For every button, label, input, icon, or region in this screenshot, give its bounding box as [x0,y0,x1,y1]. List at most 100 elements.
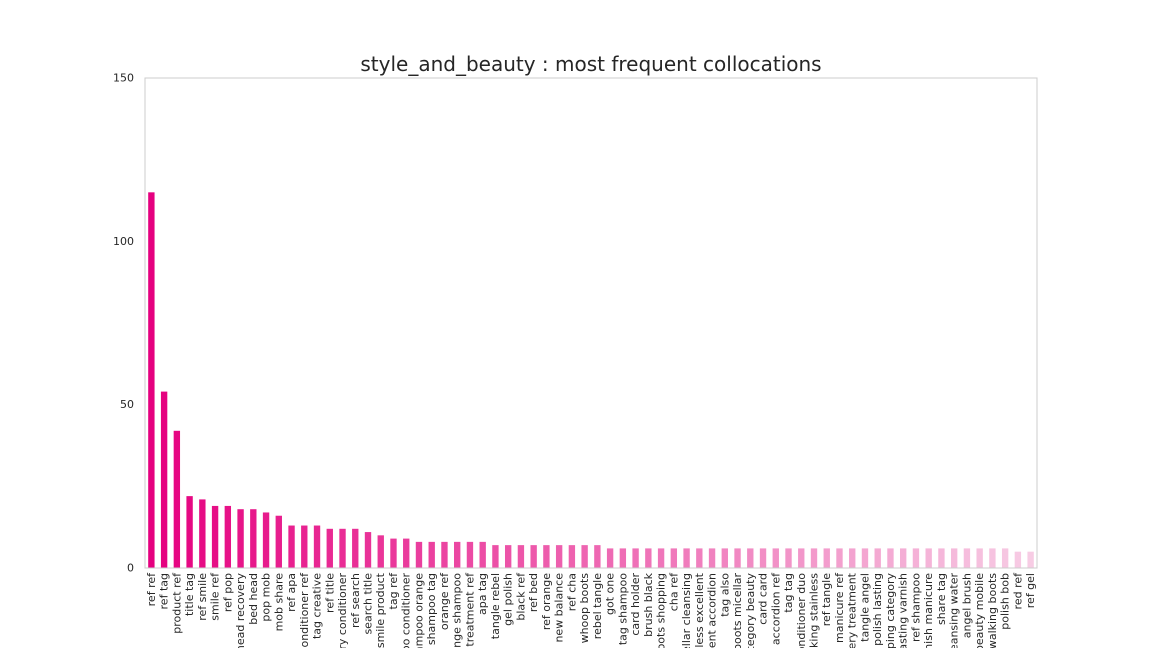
x-tick-label: beauty mobile [973,573,986,648]
x-tick-label: treatment ref [463,572,476,647]
bar [823,548,830,568]
bar [504,545,512,568]
x-tick-label: head recovery [234,573,247,648]
x-tick-label: tag ref [387,572,400,610]
x-tick-label: ref tangle [820,573,833,626]
bar [1014,551,1022,568]
x-tick-label: lasting varnish [897,573,910,648]
bar [211,505,219,568]
bar [810,548,818,568]
x-tick-label: llent accordion [706,573,719,648]
x-tick-label: whoop boots [578,573,591,644]
bar [262,512,270,568]
x-tick-label: leansing water [948,573,961,648]
bar [199,499,206,568]
bar [619,548,627,568]
bar [377,535,384,568]
x-tick-label: card card [757,573,770,625]
bar [938,548,945,568]
x-tick-label: ref apa [285,573,298,612]
bar [887,548,894,568]
x-tick-label: tag shampoo [616,573,629,645]
bar [798,548,805,568]
x-tick-label: tag creative [311,573,324,639]
bar [543,545,550,568]
bar [874,548,881,568]
x-tick-label: shampoo tag [425,573,438,645]
bar [441,541,448,568]
y-tick-label: 0 [127,562,134,575]
y-tick-label: 50 [120,398,134,411]
bar [326,528,333,568]
bar [160,391,168,568]
chart-title: style_and_beauty : most frequent colloca… [360,52,822,76]
x-tick-label: pping category [884,573,897,648]
bar [606,548,614,568]
bar [403,538,410,568]
x-tick-label: accordion ref [769,572,782,645]
bar [747,548,754,568]
bar [1027,551,1034,568]
x-tick-label: mish manicure [922,573,935,648]
bar [364,532,372,568]
x-tick-label: tag also [718,573,731,617]
bar [976,548,983,568]
bar [390,538,397,568]
x-tick-label: ref title [323,573,336,613]
bar [288,525,295,568]
bar [148,192,155,568]
x-tick-label: search title [362,573,375,635]
bar [339,528,346,568]
bar [708,548,716,568]
bar [989,548,996,568]
x-axis: ref ref ref tag product ref title tag ref sm… [145,572,1037,648]
bar [861,548,869,568]
x-tick-label: card holder [629,573,642,636]
x-tick-label: boots micellar [731,573,744,648]
x-tick-label: new balance [553,573,566,643]
x-tick-label: pop mob [260,573,273,622]
x-tick-label: ref search [349,573,362,628]
x-tick-label: title tag [183,573,196,616]
x-tick-label: black ref [514,572,527,621]
bar [313,525,321,568]
x-tick-label: ampoo orange [412,573,425,648]
bar [925,548,932,568]
bar [581,545,588,568]
bar [250,509,257,568]
x-tick-label: onditioner duo [795,573,808,648]
x-tick-label: walking boots [986,573,999,648]
bar [466,541,474,568]
bar [352,528,359,568]
x-tick-label: angel brush [960,573,973,638]
x-tick-label: apa tag [476,573,489,615]
bar [479,541,486,568]
bar [683,548,690,568]
bar [963,548,971,568]
bar [696,548,703,568]
x-tick-label: got one [604,573,617,615]
bar [301,525,308,568]
bar [594,545,601,568]
x-tick-label: very treatment [846,572,859,648]
x-tick-label: oots shopping [655,573,668,648]
bar [950,548,958,568]
bar [632,548,639,568]
x-tick-label: red ref [1011,572,1024,610]
bar [721,548,728,568]
bar [186,496,193,568]
bar [670,548,678,568]
x-tick-label: ref shampoo [909,573,922,642]
x-tick-label: ellar cleansing [680,573,693,648]
x-tick-label: manicure ref [833,572,846,643]
bar [900,548,907,568]
x-tick-label: ange shampoo [451,573,464,648]
x-tick-label: tangle angel [858,573,871,642]
bar [454,541,461,568]
x-tick-label: smile product [374,572,387,648]
bar [415,541,423,568]
x-tick-label: smile ref [209,572,222,621]
bar [237,509,244,568]
bar [173,430,181,568]
